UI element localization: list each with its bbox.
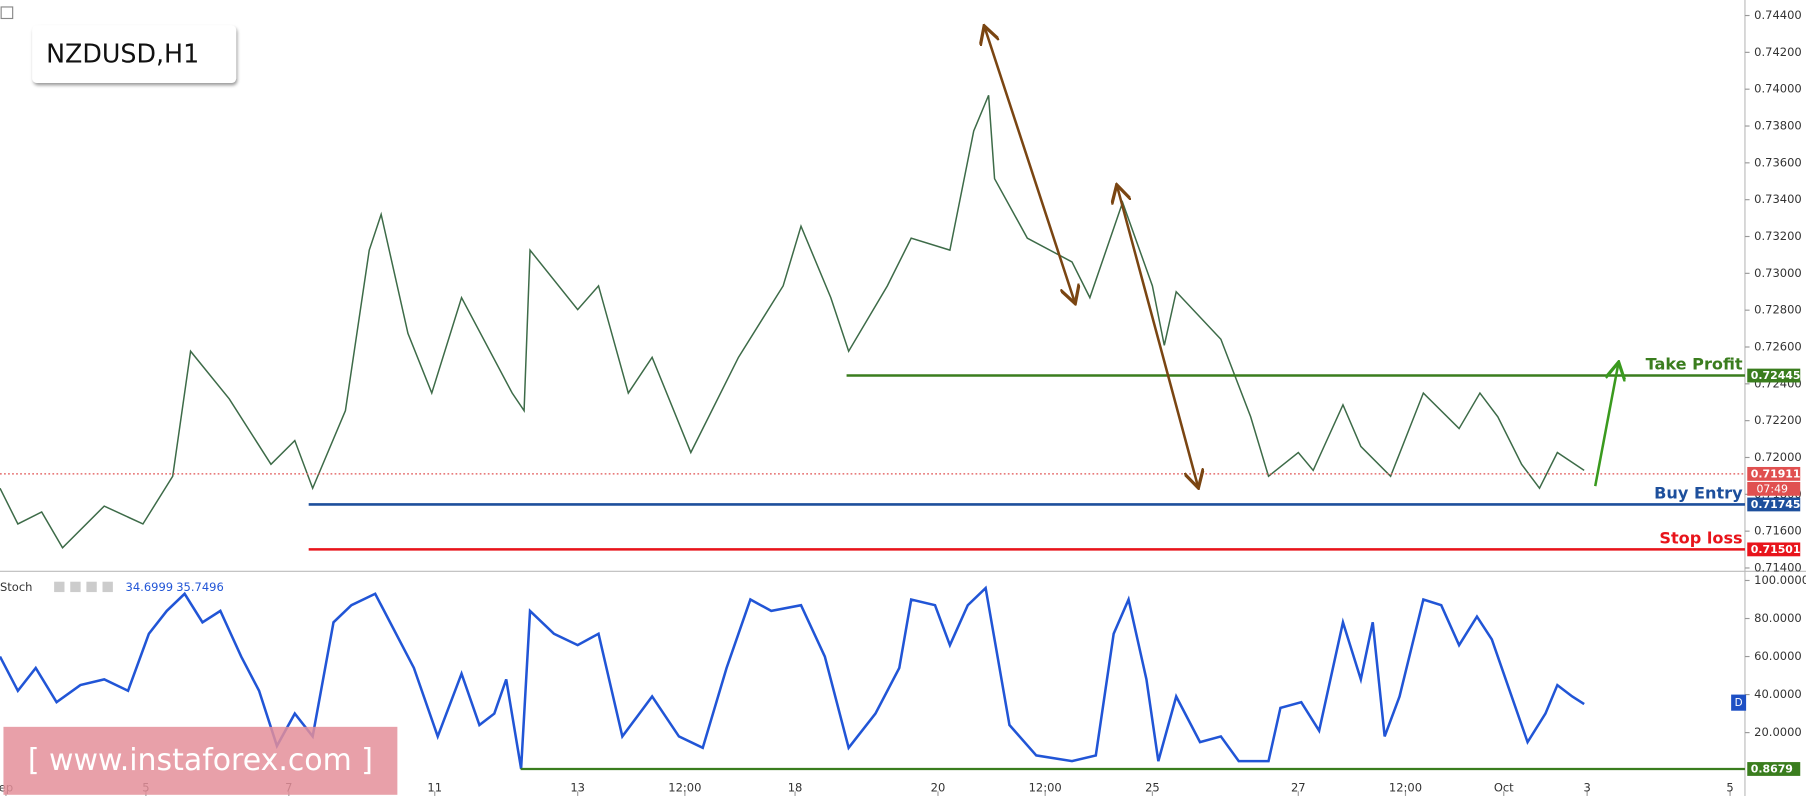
level-name: Take Profit	[1646, 355, 1743, 374]
y-tick-label: 60.0000	[1754, 649, 1802, 663]
level-name: Buy Entry	[1654, 484, 1743, 503]
y-tick-label: 0.72600	[1754, 340, 1802, 354]
x-tick-label: 3	[1583, 780, 1590, 794]
countdown: 07:49	[1756, 482, 1788, 495]
level-price: 0.71501	[1751, 543, 1801, 556]
control-icon[interactable]	[70, 581, 81, 593]
indicator-readout: 34.6999	[126, 580, 174, 594]
y-tick-label: 0.72800	[1754, 303, 1802, 317]
y-tick-label: 0.72000	[1754, 450, 1802, 464]
x-tick-label: Oct	[1494, 780, 1514, 794]
chart-title: NZDUSD,H1	[46, 38, 199, 68]
y-tick-label: 0.73600	[1754, 155, 1802, 169]
y-tick-label: 20.0000	[1754, 725, 1802, 739]
x-tick-label: 12:00	[1389, 780, 1422, 794]
level-price: 0.72445	[1751, 369, 1801, 382]
watermark: [ www.instaforex.com ]	[28, 743, 373, 778]
x-tick-label: 12:00	[1029, 780, 1062, 794]
y-tick-label: 0.73000	[1754, 266, 1802, 280]
control-icon[interactable]	[102, 581, 113, 593]
arrow	[985, 28, 1075, 302]
level-box	[1747, 542, 1801, 557]
current-price: 0.71911	[1751, 467, 1801, 480]
marker-box	[1731, 694, 1747, 711]
y-tick-label: 100.0000	[1754, 573, 1806, 587]
y-tick-label: 0.74400	[1754, 8, 1802, 22]
x-tick-label: 5	[1726, 780, 1733, 794]
control-icon[interactable]	[86, 581, 97, 593]
arrow	[1593, 364, 1618, 487]
y-tick-label: 0.72200	[1754, 413, 1802, 427]
level-box	[1747, 368, 1801, 383]
x-tick-label: 18	[788, 780, 803, 794]
y-tick-label: 0.74000	[1754, 82, 1802, 96]
x-tick-label: 27	[1291, 780, 1306, 794]
y-tick-label: 0.73200	[1754, 229, 1802, 243]
indicator-marker: D	[1735, 697, 1743, 709]
x-tick-label: 12:00	[668, 780, 701, 794]
y-tick-label: 0.73400	[1754, 192, 1802, 206]
indicator-name: Stoch	[0, 580, 32, 594]
watermark-box	[3, 726, 398, 795]
x-tick-label: 11	[427, 780, 442, 794]
y-tick-label: 0.71400	[1754, 560, 1802, 574]
collapse-icon[interactable]	[0, 6, 14, 20]
series-line	[0, 585, 1585, 769]
x-tick-label: 25	[1145, 780, 1160, 794]
title-box	[32, 25, 237, 83]
level-price: 0.71745	[1751, 498, 1801, 511]
level-box	[1747, 762, 1801, 776]
y-tick-label: 80.0000	[1754, 611, 1802, 625]
indicator-readout: 35.7496	[176, 580, 224, 594]
y-tick-label: 0.73800	[1754, 119, 1802, 133]
y-tick-label: 40.0000	[1754, 687, 1802, 701]
series-line	[0, 94, 1585, 549]
level-price: 0.8679	[1751, 763, 1793, 776]
level-name: Stop loss	[1659, 529, 1742, 548]
x-tick-label: 13	[570, 780, 585, 794]
control-icon[interactable]	[54, 581, 65, 593]
countdown-box	[1747, 481, 1801, 496]
level-box	[1747, 497, 1801, 512]
y-tick-label: 0.74200	[1754, 45, 1802, 59]
y-tick-label: 0.71600	[1754, 524, 1802, 538]
current-box	[1747, 466, 1801, 481]
indicator-controls	[54, 581, 113, 593]
arrow	[1117, 187, 1198, 486]
x-tick-label: 20	[931, 780, 946, 794]
